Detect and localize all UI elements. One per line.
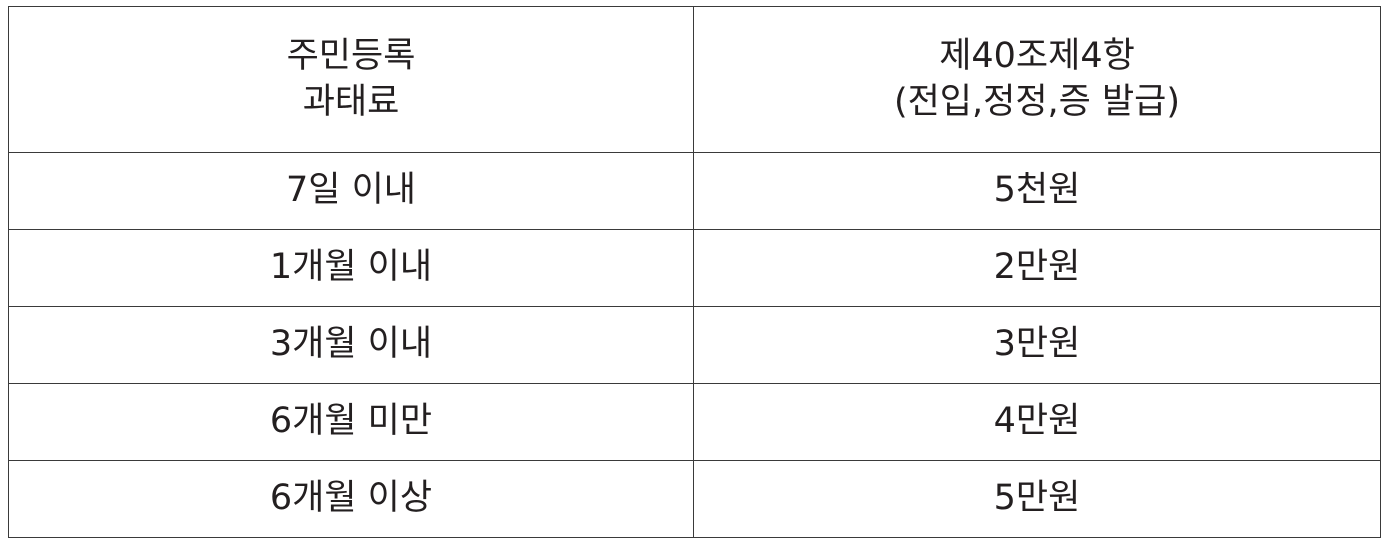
period-cell: 6개월 이상 [8, 460, 694, 538]
table-row: 7일 이내 5천원 [8, 152, 1381, 230]
fee-cell: 3만원 [693, 306, 1381, 384]
table-row: 1개월 이내 2만원 [8, 229, 1381, 307]
fee-cell: 2만원 [693, 229, 1381, 307]
header-article-line1: 제40조제4항 [939, 36, 1135, 76]
table-row: 6개월 미만 4만원 [8, 383, 1381, 461]
table-header-row: 주민등록 과태료 제40조제4항 (전입,정정,증 발급) [8, 6, 1381, 153]
header-fine-category-line2: 과태료 [302, 81, 400, 122]
fee-cell: 4만원 [693, 383, 1381, 461]
header-fine-category: 주민등록 과태료 [8, 6, 694, 153]
period-cell: 7일 이내 [8, 152, 694, 230]
period-cell: 3개월 이내 [8, 306, 694, 384]
period-cell: 6개월 미만 [8, 383, 694, 461]
fine-table: 주민등록 과태료 제40조제4항 (전입,정정,증 발급) 7일 이내 5천원 … [8, 6, 1381, 538]
header-article-line2: (전입,정정,증 발급) [893, 81, 1181, 122]
fee-cell: 5천원 [693, 152, 1381, 230]
period-cell: 1개월 이내 [8, 229, 694, 307]
table-row: 6개월 이상 5만원 [8, 460, 1381, 538]
fee-cell: 5만원 [693, 460, 1381, 538]
header-article-reference: 제40조제4항 (전입,정정,증 발급) [693, 6, 1381, 153]
table-row: 3개월 이내 3만원 [8, 306, 1381, 384]
header-fine-category-line1: 주민등록 [286, 36, 416, 76]
